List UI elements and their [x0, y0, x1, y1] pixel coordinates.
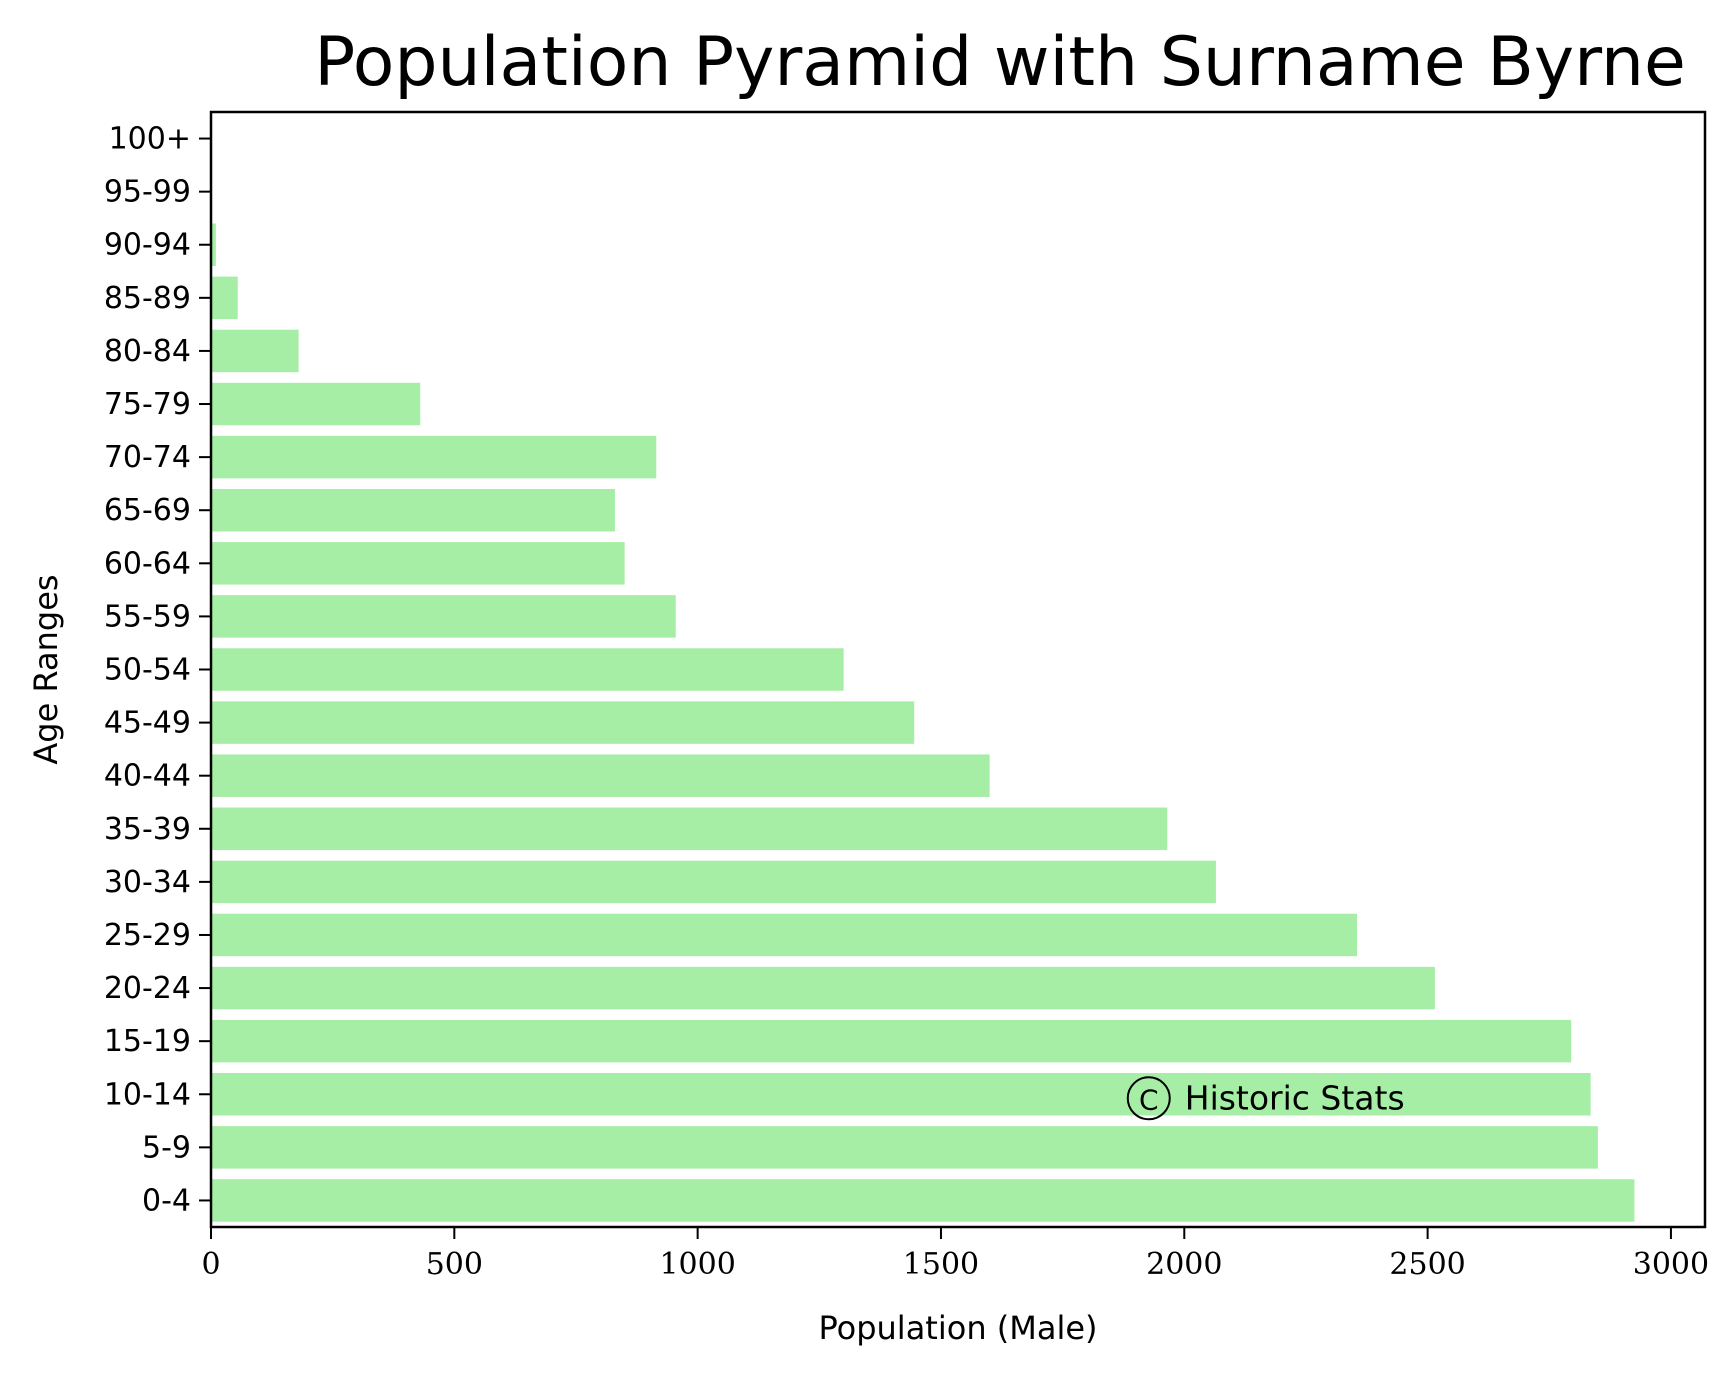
ytick-label-95-99: 95-99 — [104, 175, 191, 210]
bar-15-19 — [211, 1019, 1572, 1063]
ytick-label-50-54: 50-54 — [104, 653, 191, 688]
x-axis-label: Population (Male) — [818, 1309, 1097, 1347]
ytick-label-55-59: 55-59 — [104, 599, 191, 634]
bar-60-64 — [211, 542, 625, 585]
bar-50-54 — [211, 648, 844, 691]
bars-group — [211, 223, 1635, 1222]
ytick-label-80-84: 80-84 — [104, 334, 191, 369]
ytick-label-20-24: 20-24 — [104, 971, 191, 1006]
ytick-label-45-49: 45-49 — [104, 706, 191, 741]
ytick-label-10-14: 10-14 — [104, 1077, 191, 1112]
xtick-label-1000: 1000 — [659, 1247, 735, 1282]
bar-55-59 — [211, 595, 676, 638]
bar-25-29 — [211, 913, 1358, 957]
bar-30-34 — [211, 860, 1216, 904]
xtick-label-3000: 3000 — [1633, 1247, 1709, 1282]
copyright-icon — [1126, 1076, 1171, 1121]
bar-70-74 — [211, 435, 657, 479]
ytick-label-60-64: 60-64 — [104, 546, 191, 581]
xtick-label-0: 0 — [201, 1247, 220, 1282]
copyright-symbol: C — [1139, 1083, 1159, 1116]
plot-frame — [209, 110, 1707, 1229]
chart-title: Population Pyramid with Surname Byrne — [314, 23, 1686, 102]
ytick-label-70-74: 70-74 — [104, 440, 191, 475]
xtick-label-2000: 2000 — [1146, 1247, 1222, 1282]
y-axis-ticks: 0-4 5-9 10-14 15-19 20-24 25-29 30-34 35-39 40-4… — [104, 122, 211, 1218]
ytick-label-100+: 100+ — [109, 122, 191, 157]
bar-85-89 — [211, 276, 238, 320]
bar-10-14 — [211, 1073, 1591, 1116]
bar-90-94 — [211, 223, 216, 266]
ytick-label-0-4: 0-4 — [142, 1183, 191, 1218]
ytick-label-25-29: 25-29 — [104, 918, 191, 953]
bar-80-84 — [211, 329, 299, 373]
x-axis-ticks: 0 500 1000 1500 2000 2500 3000 — [201, 1227, 1709, 1282]
annotation-text: Historic Stats — [1185, 1078, 1405, 1117]
bar-20-24 — [211, 966, 1435, 1010]
ytick-label-35-39: 35-39 — [104, 812, 191, 847]
xtick-label-500: 500 — [426, 1247, 483, 1282]
bar-0-4 — [211, 1179, 1635, 1222]
bar-35-39 — [211, 807, 1168, 851]
ytick-label-75-79: 75-79 — [104, 387, 191, 422]
ytick-label-15-19: 15-19 — [104, 1024, 191, 1059]
bar-75-79 — [211, 382, 421, 426]
xtick-label-2500: 2500 — [1389, 1247, 1465, 1282]
xtick-label-1500: 1500 — [903, 1247, 979, 1282]
bar-5-9 — [211, 1126, 1598, 1169]
copyright-annotation: C Historic Stats — [1126, 1076, 1405, 1121]
ytick-label-85-89: 85-89 — [104, 281, 191, 316]
ytick-label-65-69: 65-69 — [104, 493, 191, 528]
ytick-label-30-34: 30-34 — [104, 865, 191, 900]
bar-40-44 — [211, 754, 990, 797]
ytick-label-90-94: 90-94 — [104, 228, 191, 263]
y-axis-label: Age Ranges — [27, 574, 65, 764]
bar-45-49 — [211, 701, 915, 744]
ytick-label-40-44: 40-44 — [104, 759, 191, 794]
ytick-label-5-9: 5-9 — [142, 1130, 191, 1165]
bar-65-69 — [211, 488, 615, 532]
